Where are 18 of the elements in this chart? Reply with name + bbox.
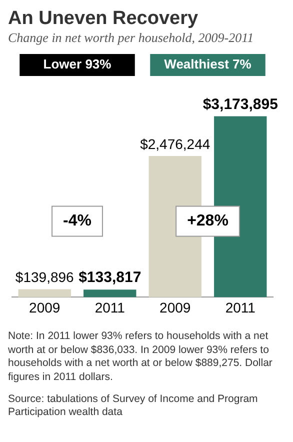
data-label: $133,817 — [78, 269, 142, 286]
chart-title: An Uneven Recovery — [8, 8, 200, 30]
x-tick-label: 2011 — [94, 299, 126, 316]
bar — [18, 289, 71, 298]
text: Note: In 2011 lower 93% refers to households with a net worth at or below $836,033. In 2009 lower 93% refers to households with a net worth at or below $889,275. Dollar figures in 2011 dollars. — [8, 330, 274, 385]
data-label: $3,173,895 — [202, 96, 278, 113]
annotation: -4% — [63, 212, 92, 230]
x-tick-label: 2011 — [225, 299, 256, 316]
text: Lower 93% — [43, 56, 112, 72]
data-label: $2,476,244 — [140, 136, 210, 152]
bar — [84, 290, 136, 298]
x-tick-label: 2009 — [29, 299, 60, 316]
data-label: $139,896 — [15, 269, 74, 286]
x-tick-label: 2009 — [160, 299, 191, 316]
annotation: +28% — [187, 212, 228, 230]
source-note: Source: tabulations of Survey of Income and Program Participation wealth data — [8, 392, 259, 420]
chart-subtitle: Change in net worth per household, 2009-2011 — [8, 30, 255, 46]
text: Wealthiest 7% — [164, 56, 252, 72]
